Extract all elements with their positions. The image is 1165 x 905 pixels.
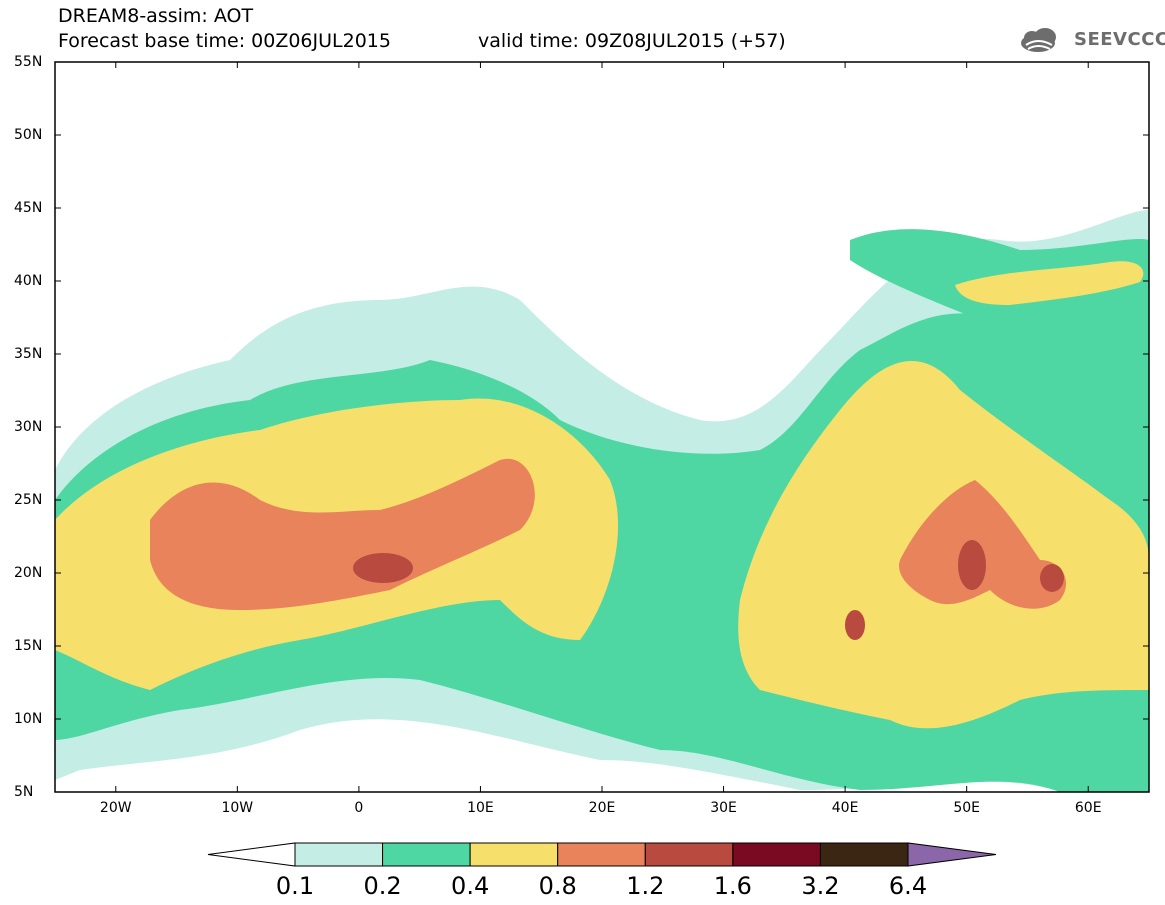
colorbar-swatch <box>557 842 646 867</box>
colorbar-level-label: 1.2 <box>626 872 665 900</box>
forecast-base-time: Forecast base time: 00Z06JUL2015 <box>58 30 391 52</box>
aot-band-1.2-east <box>958 540 986 590</box>
colorbar-swatch <box>732 842 821 867</box>
aot-band-1.2-oman <box>1040 564 1064 592</box>
lat-ticks <box>55 61 1149 793</box>
lat-label: 45N <box>14 200 43 216</box>
colorbar-swatch <box>469 842 559 867</box>
lat-label: 25N <box>14 492 43 508</box>
colorbar-level-label: 6.4 <box>888 872 928 900</box>
colorbar-level-label: 3.2 <box>801 872 840 900</box>
colorbar-over-arrow <box>907 842 997 867</box>
lat-label: 50N <box>14 127 43 143</box>
lon-ticks <box>115 62 1089 792</box>
colorbar-swatch <box>382 842 471 867</box>
colorbar-level-label: 0.1 <box>275 872 315 900</box>
colorbar-swatch <box>294 842 384 867</box>
lon-label: 10E <box>467 800 494 816</box>
lat-label: 20N <box>14 565 43 581</box>
colorbar-level-label: 0.4 <box>451 872 490 900</box>
aot-band-1.2-west <box>353 553 413 583</box>
lon-label: 20W <box>99 800 132 816</box>
aot-band-0.8-east <box>899 480 1067 609</box>
aot-band-0.8-west <box>150 458 535 610</box>
aot-band-0.4-caspian <box>955 261 1144 305</box>
colorbar-swatch <box>644 842 734 867</box>
cloud-icon <box>1021 28 1056 52</box>
logo-text: SEEVCCC <box>1074 29 1165 50</box>
lon-label: 20E <box>588 800 616 816</box>
lon-label: 10W <box>221 800 254 816</box>
colorbar-level-label: 0.8 <box>538 872 577 900</box>
colorbar-swatch <box>819 842 909 867</box>
lat-label: 15N <box>14 638 43 654</box>
lon-label: 50E <box>953 800 980 816</box>
seevccc-logo <box>1021 28 1056 52</box>
lat-label: 35N <box>14 346 43 362</box>
colorbar-level-label: 0.2 <box>363 872 402 900</box>
lon-label: 0 <box>354 800 364 816</box>
map-title: DREAM8-assim: AOT <box>58 5 254 27</box>
aot-band-1.2-redsea <box>845 610 865 640</box>
lon-label: 40E <box>831 800 859 816</box>
lon-label: 60E <box>1074 800 1102 816</box>
lat-label: 10N <box>14 711 43 727</box>
lat-label: 40N <box>14 273 43 289</box>
lat-label: 30N <box>14 419 43 435</box>
colorbar-under-arrow <box>207 842 296 867</box>
colorbar-level-label: 1.6 <box>713 872 752 900</box>
aot-field <box>55 210 1149 792</box>
lat-label: 55N <box>14 54 43 70</box>
valid-time: valid time: 09Z08JUL2015 (+57) <box>478 30 786 52</box>
lat-label: 5N <box>14 784 34 800</box>
lon-label: 30E <box>710 800 737 816</box>
